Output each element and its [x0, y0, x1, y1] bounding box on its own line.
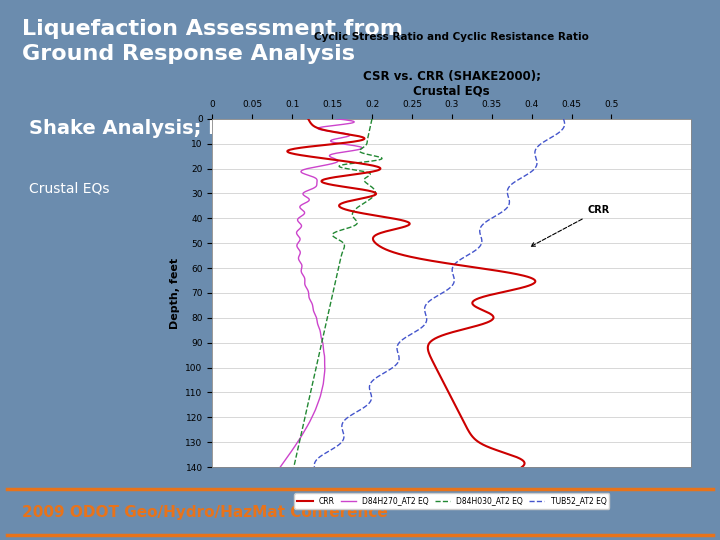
- Legend: CRR, D84H270_AT2 EQ, D84H030_AT2 EQ, TUB52_AT2 EQ: CRR, D84H270_AT2 EQ, D84H030_AT2 EQ, TUB…: [294, 494, 609, 509]
- Text: Liquefaction Assessment from
Ground Response Analysis: Liquefaction Assessment from Ground Resp…: [22, 19, 402, 64]
- Title: CSR vs. CRR (SHAKE2000);
Crustal EQs: CSR vs. CRR (SHAKE2000); Crustal EQs: [363, 70, 541, 98]
- Text: Cyclic Stress Ratio and Cyclic Resistance Ratio: Cyclic Stress Ratio and Cyclic Resistanc…: [315, 32, 589, 42]
- Text: 2009 ODOT Geo/Hydro/HazMat Conference: 2009 ODOT Geo/Hydro/HazMat Conference: [22, 504, 387, 519]
- Text: Crustal EQs: Crustal EQs: [29, 182, 109, 196]
- Y-axis label: Depth, feet: Depth, feet: [170, 258, 180, 328]
- Text: Shake Analysis; FOS Against Liquefaction: Shake Analysis; FOS Against Liquefaction: [29, 119, 485, 138]
- Text: CRR: CRR: [531, 205, 610, 246]
